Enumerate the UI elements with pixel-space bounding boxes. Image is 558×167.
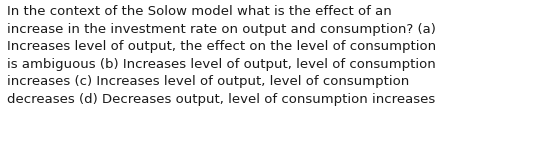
Text: In the context of the Solow model what is the effect of an
increase in the inves: In the context of the Solow model what i…: [7, 5, 436, 106]
